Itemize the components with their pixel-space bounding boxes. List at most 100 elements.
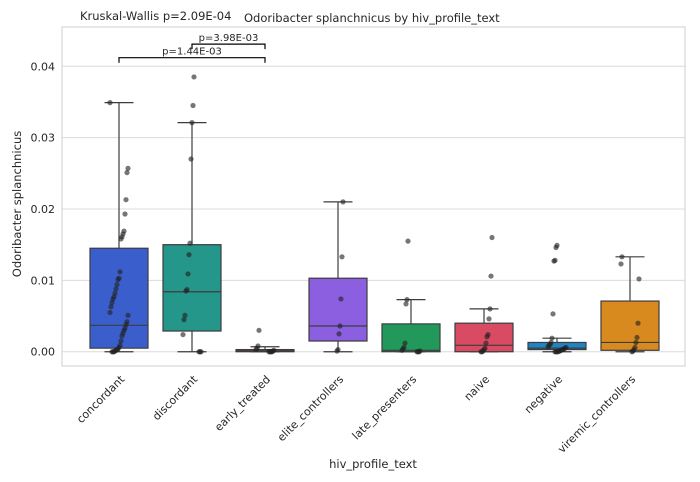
bracket-line — [191, 43, 266, 50]
data-point — [634, 334, 640, 341]
data-point — [196, 349, 202, 355]
data-point — [340, 199, 346, 205]
data-point — [115, 277, 121, 283]
data-point — [109, 299, 115, 306]
chart-title: Odoribacter splanchnicus by hiv_profile_… — [244, 11, 500, 25]
x-tick-label: negative — [522, 373, 565, 416]
bracket-label: p=3.98E-03 — [199, 33, 259, 44]
data-point — [484, 334, 490, 340]
box-body — [308, 277, 368, 342]
data-point — [337, 323, 343, 329]
data-point — [338, 296, 344, 302]
data-point — [253, 346, 259, 353]
y-ticks: 0.00 0.01 0.02 0.03 0.04 — [31, 60, 56, 358]
data-point — [183, 288, 189, 294]
data-point — [399, 347, 405, 353]
plot-background — [62, 27, 685, 366]
data-point — [113, 286, 119, 292]
data-point — [181, 317, 187, 323]
data-point — [189, 120, 195, 126]
data-point — [629, 349, 635, 355]
data-point — [488, 273, 494, 279]
significance-bracket: p=1.44E-03 — [118, 47, 266, 63]
data-point — [478, 349, 484, 355]
y-axis-label: Odoribacter splanchnicus — [10, 131, 24, 277]
box-body — [162, 244, 222, 332]
data-point — [118, 338, 124, 344]
box-negative — [527, 337, 587, 353]
box-late_presenters — [381, 299, 441, 353]
box-discordant — [162, 122, 222, 353]
box-body — [381, 323, 441, 353]
y-tick-label: 0.02 — [31, 203, 56, 216]
data-point — [256, 327, 262, 333]
data-point — [117, 269, 123, 275]
data-point — [618, 261, 624, 267]
chart-subtitle: Kruskal-Wallis p=2.09E-04 — [80, 9, 231, 23]
data-point — [636, 276, 642, 282]
data-point — [266, 349, 272, 355]
data-point — [187, 240, 193, 246]
data-point — [403, 301, 409, 307]
y-tick-label: 0.04 — [31, 60, 56, 73]
bracket-label: p=1.44E-03 — [162, 47, 222, 58]
data-point — [339, 254, 345, 260]
data-point — [124, 169, 130, 176]
data-point — [549, 335, 555, 341]
data-point — [487, 306, 493, 312]
y-tick-label: 0.00 — [31, 346, 56, 359]
data-point — [486, 316, 492, 322]
data-point — [551, 258, 557, 264]
data-point — [108, 304, 114, 310]
bracket-line — [118, 57, 266, 63]
x-axis-label: hiv_profile_text — [329, 457, 417, 471]
data-point — [633, 339, 639, 346]
data-point — [334, 348, 340, 354]
y-tick-label: 0.03 — [31, 132, 56, 145]
points — [107, 74, 642, 355]
x-tick-label: late_presenters — [350, 373, 420, 443]
x-tick-label: concordant — [74, 372, 127, 425]
data-point — [188, 156, 194, 162]
data-point — [182, 312, 188, 318]
x-ticks: concordant discordant early_treated elite_c… — [74, 372, 638, 455]
x-tick-label: viremic_controllers — [555, 373, 638, 456]
box-elite_controllers — [308, 201, 368, 353]
data-point — [190, 102, 196, 109]
y-tick-label: 0.01 — [31, 274, 56, 287]
boxes — [89, 102, 660, 353]
data-point — [619, 254, 625, 260]
data-point — [552, 349, 558, 355]
data-point — [119, 333, 125, 339]
data-point — [118, 236, 124, 242]
data-point — [114, 282, 120, 288]
data-point — [483, 340, 489, 346]
data-point — [186, 252, 192, 258]
data-point — [107, 100, 113, 106]
plot-frame — [61, 26, 686, 367]
data-point — [123, 197, 129, 203]
data-point — [635, 320, 641, 326]
x-tick-label: discordant — [150, 372, 201, 423]
box-concordant — [89, 102, 149, 353]
annotations: p=3.98E-03 p=1.44E-03 — [118, 33, 266, 63]
data-point — [191, 74, 197, 80]
data-point — [414, 349, 420, 355]
data-point — [489, 234, 495, 241]
data-point — [180, 331, 186, 338]
data-point — [405, 238, 411, 244]
data-point — [336, 331, 342, 337]
significance-bracket: p=3.98E-03 — [191, 33, 266, 50]
box-body — [89, 247, 149, 349]
data-point — [185, 271, 191, 277]
x-tick-label: elite_controllers — [275, 373, 346, 444]
data-point — [107, 309, 113, 316]
data-point — [109, 349, 115, 355]
data-point — [550, 311, 556, 317]
data-point — [122, 211, 128, 217]
data-point — [545, 344, 551, 350]
data-point — [125, 165, 131, 171]
x-tick-label: naive — [462, 373, 493, 404]
data-point — [402, 340, 408, 346]
